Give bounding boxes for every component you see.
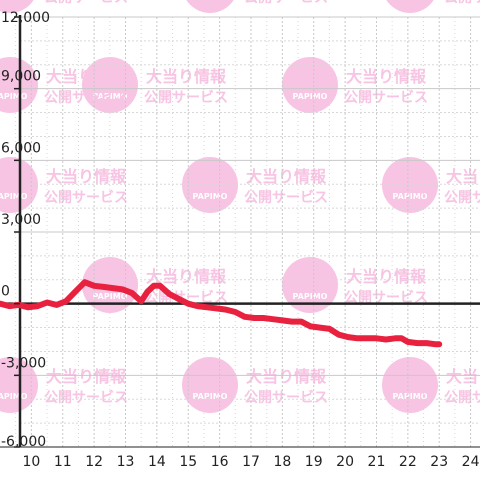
watermark-line2: 公開サービス [344, 290, 428, 306]
y-tick-label: 9,000 [1, 69, 41, 85]
watermark-logo-circle [182, 357, 238, 413]
watermark-logo-text: PAPIMO [193, 0, 228, 1]
watermark-line1: 大当り情報 [46, 367, 127, 386]
watermark-logo-text: PAPIMO [393, 192, 428, 201]
watermark-line2: 公開サービス [244, 190, 328, 206]
watermark-logo-text: PAPIMO [293, 92, 328, 101]
x-tick-label: 19 [305, 454, 323, 470]
watermark-line2: 公開サービス [444, 0, 480, 6]
y-tick-label: -6,000 [1, 434, 46, 450]
x-tick-label: 10 [22, 454, 40, 470]
watermark-logo-text: PAPIMO [193, 192, 228, 201]
y-tick-label: 12,000 [1, 10, 50, 26]
watermark-line2: 公開サービス [244, 0, 328, 6]
watermark-line1: 大当り情報 [146, 267, 227, 286]
x-tick-label: 18 [273, 454, 291, 470]
x-tick-label: 12 [85, 454, 103, 470]
watermark-line2: 公開サービス [144, 90, 228, 106]
watermark-line1: 大当り情報 [446, 367, 480, 386]
watermark-logo-text: PAPIMO [393, 0, 428, 1]
y-tick-label: 3,000 [1, 212, 41, 228]
x-tick-label: 24 [462, 454, 480, 470]
watermark-logo-circle [282, 57, 338, 113]
x-tick-label: 20 [336, 454, 354, 470]
x-tick-label: 15 [179, 454, 197, 470]
watermark-logo-circle [182, 157, 238, 213]
watermark-logo-circle [382, 357, 438, 413]
watermark-line1: 大当り情報 [46, 67, 127, 86]
watermark-logo-text: PAPIMO [0, 192, 28, 201]
watermark-logo-circle [386, 0, 434, 13]
x-tick-label: 16 [211, 454, 229, 470]
grid-layer [15, 16, 480, 448]
y-tick-label: -3,000 [1, 355, 46, 371]
series-layer [0, 279, 443, 348]
watermark-line2: 公開サービス [44, 90, 128, 106]
watermark-logo-text: PAPIMO [0, 0, 28, 1]
watermark-line2: 公開サービス [444, 390, 480, 406]
watermark-logo-circle [282, 257, 338, 313]
series-line [0, 279, 443, 348]
watermark-logo-text: PAPIMO [393, 392, 428, 401]
watermark-line1: 大当り情報 [346, 267, 427, 286]
watermark-logo-circle [382, 157, 438, 213]
watermark-line2: 公開サービス [244, 390, 328, 406]
label-layer: 12,000 9,000 6,000 3,000 0 -3,000 -6,000 10 11 12… [1, 10, 480, 470]
x-tick-label: 17 [242, 454, 260, 470]
watermark-line1: 大当り情報 [46, 167, 127, 186]
watermark-line2: 公開サービス [44, 390, 128, 406]
x-tick-label: 23 [430, 454, 448, 470]
watermark-line1: 大当り情報 [246, 167, 327, 186]
watermark-logo-text: PAPIMO [0, 92, 28, 101]
x-tick-label: 14 [148, 454, 166, 470]
watermark-logo-text: PAPIMO [0, 392, 28, 401]
x-tick-label: 13 [117, 454, 135, 470]
watermark-line1: 大当り情報 [146, 67, 227, 86]
x-tick-label: 11 [54, 454, 72, 470]
watermark-logo-circle [186, 0, 234, 13]
x-tick-label: 22 [399, 454, 417, 470]
watermark-logo-text: PAPIMO [193, 392, 228, 401]
watermark-line2: 公開サービス [44, 190, 128, 206]
y-tick-label: 0 [1, 284, 10, 300]
watermark-logo-circle [0, 0, 34, 13]
watermark-line2: 公開サービス [44, 0, 128, 6]
watermark-line2: 公開サービス [344, 90, 428, 106]
watermark-line1: 大当り情報 [246, 367, 327, 386]
watermark-logo-text: PAPIMO [93, 92, 128, 101]
watermark-line1: 大当り情報 [446, 167, 480, 186]
x-tick-label: 21 [368, 454, 386, 470]
y-tick-label: 6,000 [1, 140, 41, 156]
watermark-line1: 大当り情報 [346, 67, 427, 86]
watermark-logo-text: PAPIMO [293, 292, 328, 301]
watermark-logo-text: PAPIMO [93, 292, 128, 301]
watermark-line2: 公開サービス [444, 190, 480, 206]
